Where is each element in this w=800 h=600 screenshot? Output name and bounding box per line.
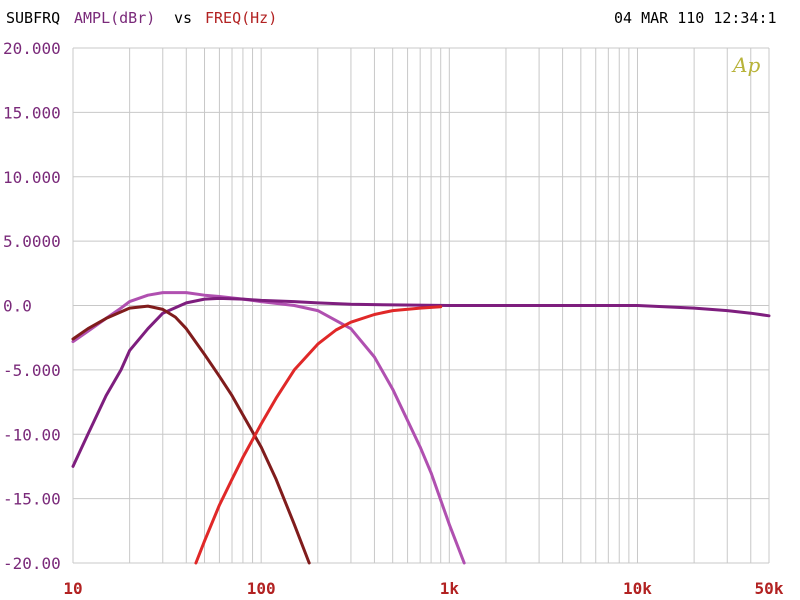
ap-logo: Ap xyxy=(731,53,760,77)
x-tick-label: 50k xyxy=(755,579,784,598)
series-line-4 xyxy=(194,305,443,565)
header-prefix: SUBFRQ xyxy=(6,9,61,27)
y-tick-label: -5.000 xyxy=(3,361,61,380)
x-tick-label: 10k xyxy=(623,579,652,598)
y-tick-label: 5.0000 xyxy=(3,232,61,251)
y-tick-label: -15.00 xyxy=(3,490,61,509)
header-x-quantity: FREQ(Hz) xyxy=(205,9,278,27)
y-tick-label: 0.0 xyxy=(3,297,32,316)
y-tick-label: -10.00 xyxy=(3,425,61,444)
header-y-quantity: AMPL(dBr) xyxy=(74,9,156,27)
x-tick-label: 10 xyxy=(63,579,82,598)
x-tick-label: 100 xyxy=(247,579,276,598)
y-tick-label: -20.00 xyxy=(3,554,61,573)
series-line-1 xyxy=(71,291,466,565)
y-tick-label: 20.000 xyxy=(3,39,61,58)
y-tick-labels: 20.000 15.000 10.000 5.0000 0.0 -5.000 -10.00 -… xyxy=(3,39,61,573)
series-lines xyxy=(71,291,771,565)
series-line-3 xyxy=(71,304,311,565)
y-tick-label: 15.000 xyxy=(3,103,61,122)
header-vs: vs xyxy=(174,9,193,27)
y-tick-label: 10.000 xyxy=(3,168,61,187)
header-timestamp: 04 MAR 110 12:34:1 xyxy=(614,9,777,27)
x-tick-labels: 10 100 1k 10k 50k xyxy=(63,579,783,598)
chart-header: SUBFRQ AMPL(dBr) vs FREQ(Hz) 04 MAR 110 … xyxy=(0,0,800,38)
x-tick-label: 1k xyxy=(440,579,460,598)
series-line-2 xyxy=(71,296,771,468)
